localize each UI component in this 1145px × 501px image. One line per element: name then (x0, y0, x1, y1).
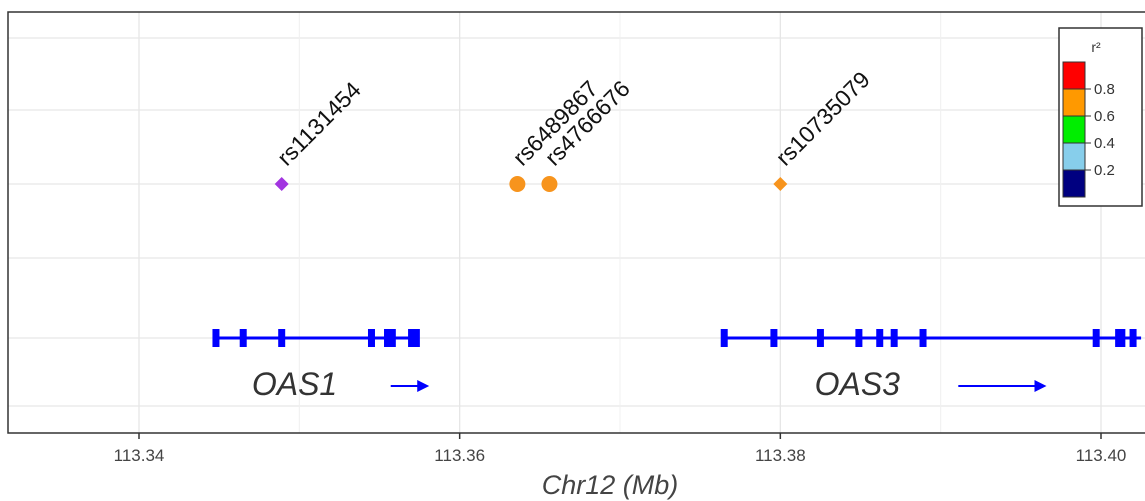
snp-point-rs6489867 (509, 176, 526, 192)
exon-block (1129, 329, 1137, 347)
x-tick-label: 113.34 (114, 446, 165, 465)
legend-title: r² (1091, 39, 1101, 55)
exon-block (816, 329, 824, 347)
gene-direction-arrowhead (417, 380, 430, 392)
exon-block (412, 329, 420, 347)
exon-block (278, 329, 286, 347)
snp-point-rs10735079 (773, 177, 788, 191)
legend-bin (1062, 142, 1086, 171)
gene-track: OAS1 OAS3 (212, 329, 1142, 402)
exon-block (890, 329, 898, 347)
exon-block (720, 329, 728, 347)
exon-block (1118, 329, 1126, 347)
snp-point-rs4766676 (541, 176, 558, 192)
exon-block (239, 329, 247, 347)
exon-block (212, 329, 220, 347)
exon-block (855, 329, 863, 347)
r2-legend: r² 0.8 0.6 0.4 0.2 (1058, 27, 1143, 207)
legend-bin-label: 0.6 (1094, 108, 1115, 125)
gene-oas1: OAS1 (212, 329, 430, 402)
legend-bin-label: 0.8 (1094, 81, 1115, 98)
plot-panel-border (7, 11, 1145, 434)
legend-color-bins: 0.8 0.6 0.4 0.2 (1062, 61, 1115, 198)
exon-block (919, 329, 927, 347)
legend-bin-label: 0.4 (1094, 135, 1115, 152)
grid-lines (8, 12, 1145, 433)
gene-label: OAS1 (252, 366, 337, 402)
gene-oas3: OAS3 (720, 329, 1142, 402)
exon-block (1092, 329, 1100, 347)
exon-block (388, 329, 396, 347)
legend-bin (1062, 115, 1086, 144)
exon-block (408, 329, 416, 347)
legend-bin (1062, 61, 1086, 90)
snp-point-rs1131454 (274, 177, 289, 191)
exon-block (367, 329, 375, 347)
gene-direction-arrowhead (1034, 380, 1047, 392)
legend-bin (1062, 88, 1086, 117)
x-axis: 113.34 113.36 113.38 113.40 (114, 433, 1127, 465)
snp-label-rs10735079: rs10735079 (770, 66, 874, 170)
snp-label-rs1131454: rs1131454 (272, 76, 366, 170)
x-axis-title: Chr12 (Mb) (542, 470, 679, 500)
gene-label: OAS3 (815, 366, 901, 402)
x-tick-label: 113.36 (434, 446, 485, 465)
legend-bin (1062, 169, 1086, 198)
legend-bin-label: 0.2 (1094, 162, 1115, 179)
exon-block (876, 329, 884, 347)
exon-block (384, 329, 392, 347)
x-tick-label: 113.38 (755, 446, 806, 465)
exon-block (770, 329, 778, 347)
x-tick-label: 113.40 (1076, 446, 1127, 465)
